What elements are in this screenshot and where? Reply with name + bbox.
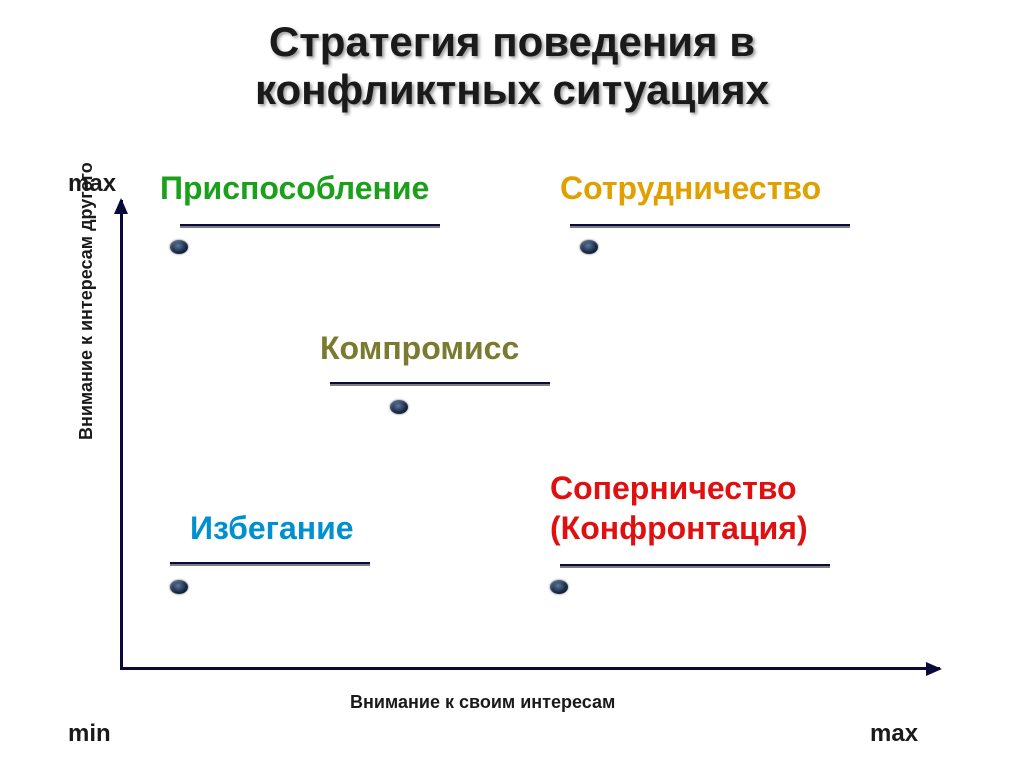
- title-line2: конфликтных ситуациях: [255, 66, 769, 113]
- title-line1: Стратегия поведения в: [269, 18, 755, 65]
- x-axis-arrow-icon: [926, 662, 942, 676]
- bullet-compromise-icon: [390, 400, 408, 414]
- bullet-competition-icon: [550, 580, 568, 594]
- y-axis-label: Внимание к интересам другого: [76, 162, 97, 440]
- x-axis-min-label: min: [68, 720, 111, 748]
- slide-title: Стратегия поведения в конфликтных ситуац…: [0, 0, 1024, 115]
- bullet-avoidance-icon: [170, 580, 188, 594]
- bullet-collaboration-icon: [580, 240, 598, 254]
- chart-area: [120, 200, 940, 670]
- x-axis-label: Внимание к своим интересам: [350, 692, 615, 713]
- x-axis: [120, 667, 940, 670]
- y-axis-arrow-icon: [114, 198, 128, 214]
- y-axis: [120, 200, 123, 670]
- x-axis-max-label: max: [870, 720, 918, 748]
- bullet-accommodation-icon: [170, 240, 188, 254]
